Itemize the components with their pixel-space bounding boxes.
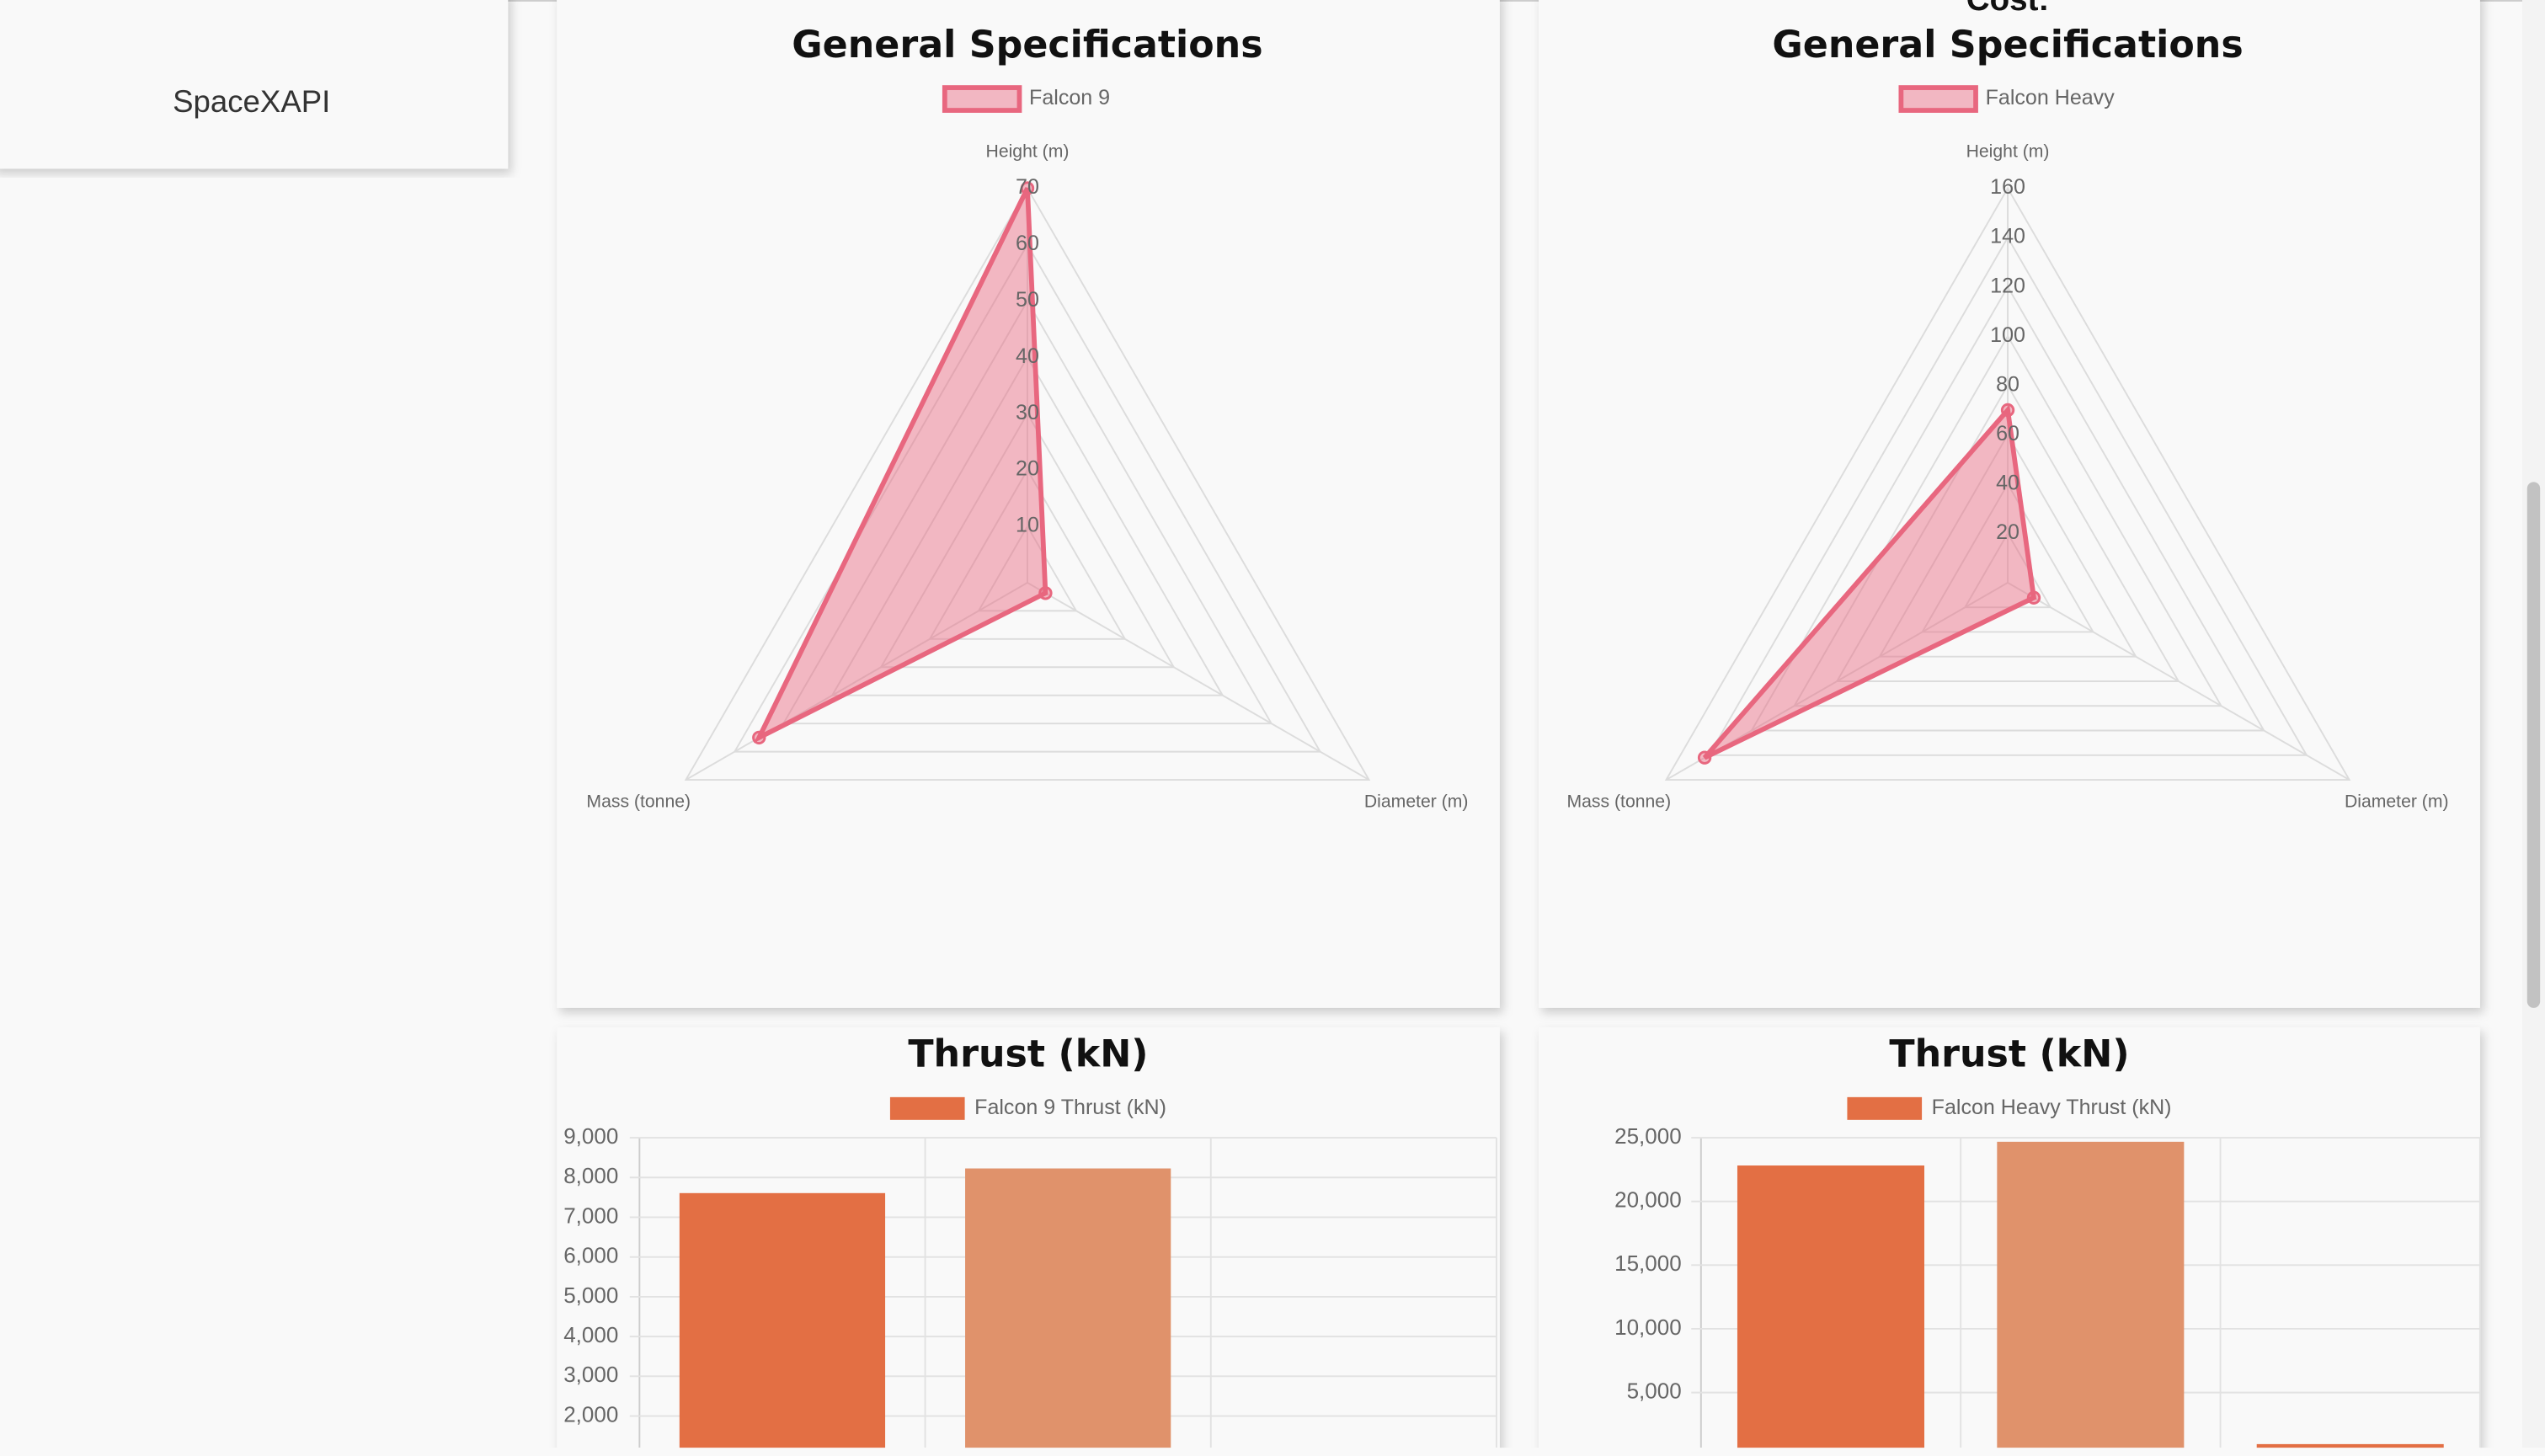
y-tick-label: 10,000 [1614,1315,1682,1340]
radar-point [1020,181,1035,195]
tick-label: 100 [1990,323,2025,347]
radar-area [753,187,1048,744]
grid-ring [1792,334,2223,707]
bar [965,1168,1171,1456]
section-label: Cost: [1966,0,2049,18]
y-tick-label: 15,000 [1614,1251,1682,1276]
tick-label: 60 [1016,232,1039,255]
brand[interactable]: SpaceXAPI [173,84,330,119]
tick-label: 50 [1016,288,1039,312]
grid-ring [684,186,1371,781]
y-tick-label: 3,000 [563,1362,618,1387]
tick-label: 60 [1996,422,2019,445]
bar [679,1192,886,1456]
grid-ring [1707,236,2308,756]
tick-label: 30 [1016,401,1039,424]
y-tick-label: 6,000 [563,1243,618,1268]
tick-label: 140 [1990,225,2025,248]
grid-ring [977,525,1078,612]
grid-ring [1664,186,2351,781]
scrollbar-thumb[interactable] [2526,482,2541,1008]
legend-label: Falcon 9 [1029,86,1110,109]
axis-label: Diameter (m) [2345,792,2449,812]
y-tick-label: 20,000 [1614,1187,1682,1213]
radar-point [1697,750,1712,765]
axis-label: Height (m) [1966,142,2050,162]
tick-label: 20 [1016,457,1039,481]
y-tick-label: 25,000 [1614,1123,1682,1149]
legend-swatch [942,85,1022,113]
tick-label: 80 [1996,372,2019,396]
legend-label: Falcon Heavy [1986,86,2115,109]
y-tick-label: 8,000 [563,1163,618,1188]
y-tick-label: 4,000 [563,1322,618,1347]
tick-label: 120 [1990,274,2025,297]
y-tick-label: 7,000 [563,1203,618,1228]
axis-label: Height (m) [986,142,1070,162]
bar [2256,1443,2444,1456]
grid-ring [1750,285,2265,732]
y-tick-label: 9,000 [563,1123,618,1149]
chart-title: Thrust (kN) [1889,1033,2129,1076]
grid-ring [1835,383,2180,682]
sidebar-card [0,0,509,169]
legend-swatch [1898,85,1978,113]
grid-ring [830,355,1224,696]
radar-axis [1027,582,1370,781]
legend-label: Falcon 9 Thrust (kN) [974,1096,1166,1119]
grid-ring [1920,482,2095,633]
bar [1737,1165,1924,1456]
grid-ring [879,412,1176,669]
tick-label: 20 [1996,520,2019,544]
legend-label: Falcon Heavy Thrust (kN) [1932,1096,2172,1119]
tick-label: 40 [1996,471,2019,494]
tick-label: 10 [1016,514,1039,537]
radar-point [2026,590,2041,605]
axis-label: Diameter (m) [1364,792,1469,812]
radar-point [1038,586,1053,600]
grid-ring [1878,433,2137,658]
y-tick-label: 2,000 [563,1401,618,1427]
y-tick-label: 5,000 [1627,1378,1682,1403]
grid-ring [733,243,1322,753]
grid-ring [782,299,1273,725]
radar-point [2000,403,2015,418]
radar-area [1702,404,2037,760]
bar [1997,1141,2185,1456]
radar-point [752,730,766,745]
axis-label: Mass (tonne) [1567,792,1672,812]
chart-title: General Specifications [792,24,1262,67]
y-tick-label: 5,000 [563,1283,618,1308]
tick-label: 70 [1016,175,1039,199]
tick-label: 40 [1016,344,1039,368]
chart-title: General Specifications [1772,24,2243,67]
legend-swatch [1847,1096,1923,1120]
axis-label: Mass (tonne) [586,792,691,812]
legend-swatch [889,1096,965,1120]
chart-title: Thrust (kN) [908,1033,1148,1076]
grid-ring [928,468,1127,640]
radar-axis [685,582,1028,781]
card [1539,0,2480,1008]
tick-label: 160 [1990,175,2025,199]
